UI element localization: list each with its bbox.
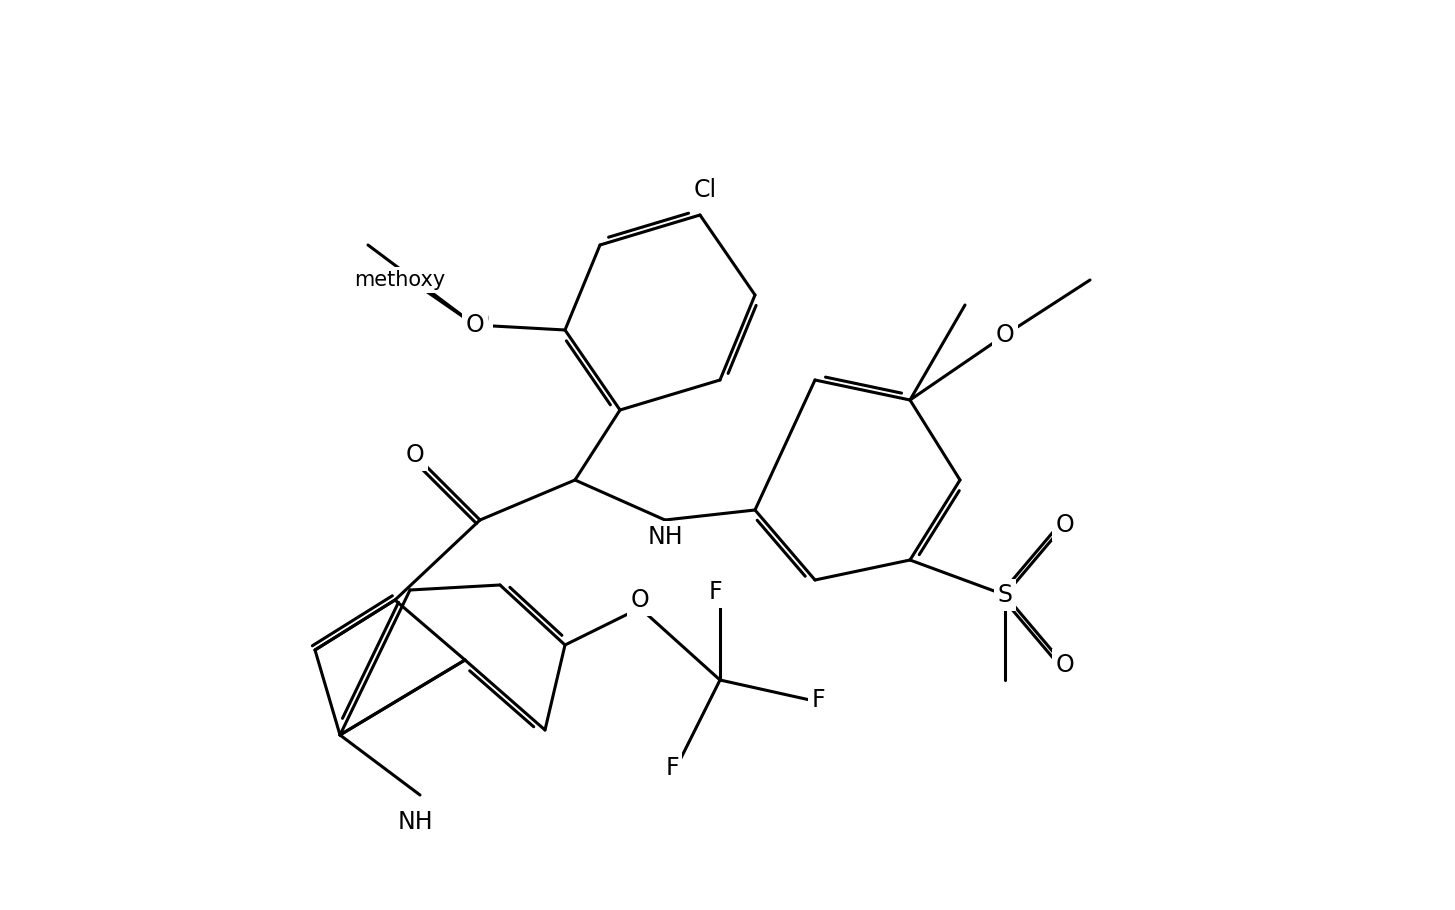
Text: O: O bbox=[470, 308, 489, 332]
Text: O: O bbox=[630, 588, 649, 612]
Text: Cl: Cl bbox=[694, 178, 716, 202]
Text: O: O bbox=[406, 443, 425, 467]
Text: F: F bbox=[665, 756, 679, 780]
Text: F: F bbox=[709, 580, 722, 604]
Text: O: O bbox=[466, 313, 485, 337]
Text: S: S bbox=[998, 583, 1013, 607]
Text: NH: NH bbox=[647, 525, 682, 549]
Text: O: O bbox=[1056, 513, 1074, 537]
Text: methoxy: methoxy bbox=[355, 270, 445, 290]
Text: NH: NH bbox=[397, 810, 432, 834]
Text: O: O bbox=[995, 323, 1014, 347]
Text: O: O bbox=[1056, 653, 1074, 677]
Text: F: F bbox=[812, 688, 825, 712]
